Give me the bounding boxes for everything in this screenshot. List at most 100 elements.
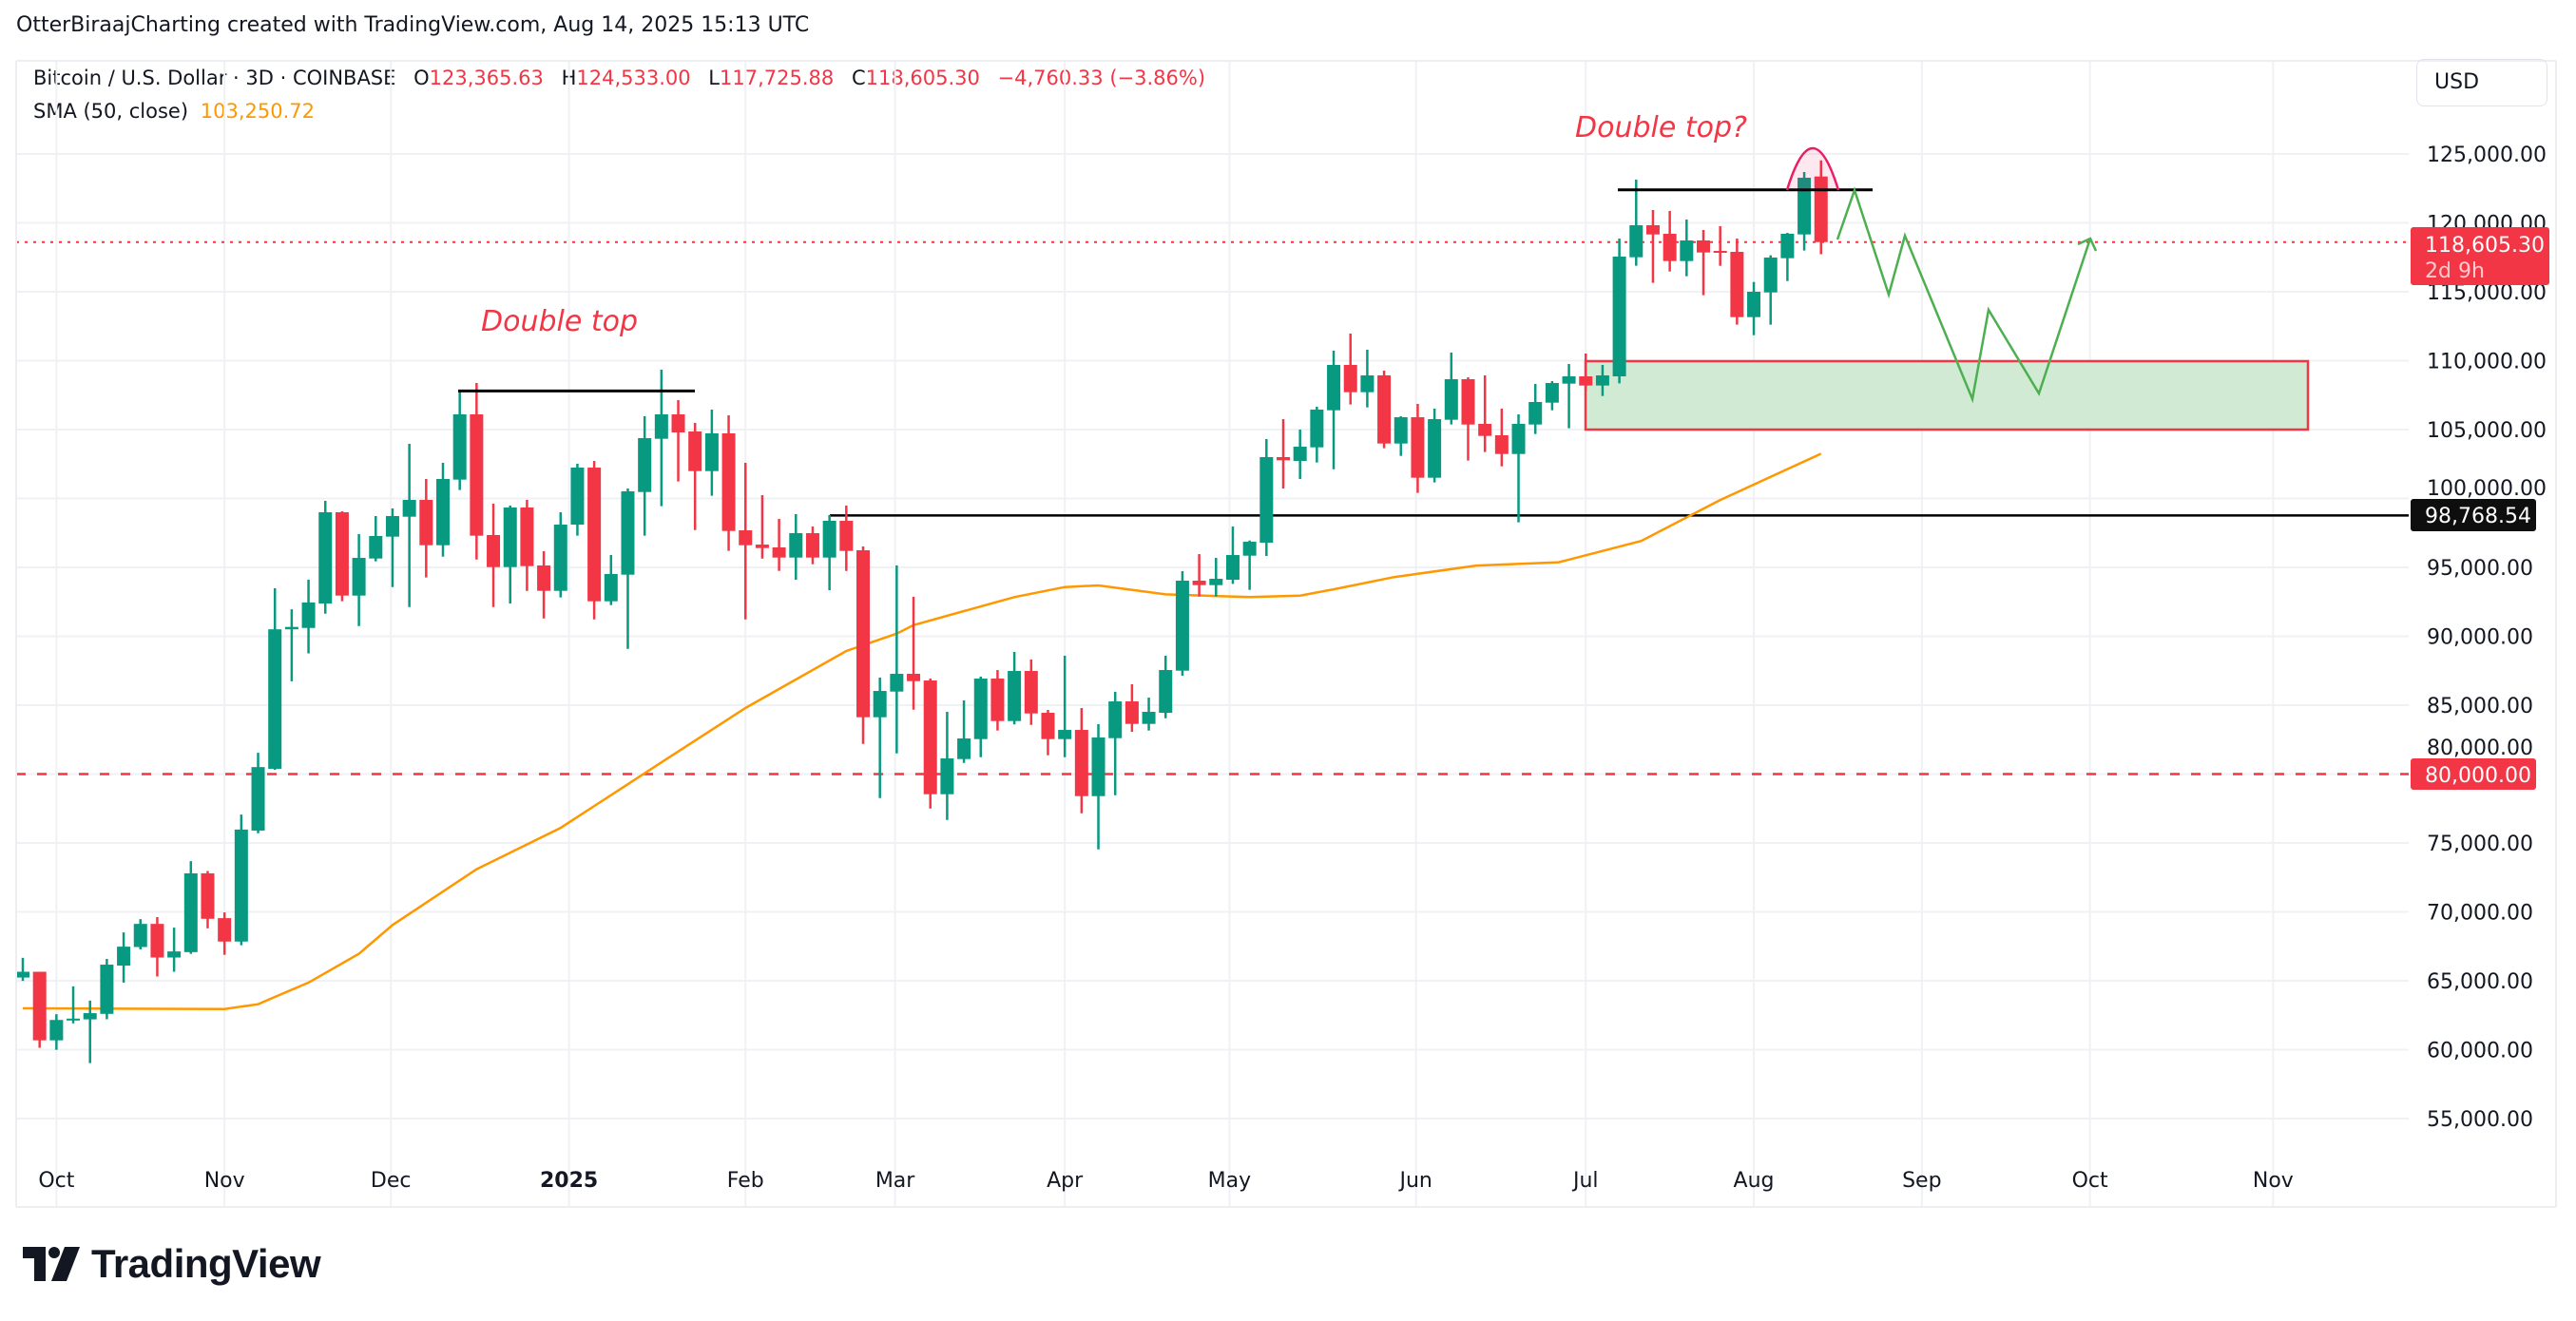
candle-down[interactable] xyxy=(856,546,870,744)
candle-down[interactable] xyxy=(721,415,736,551)
candle-up[interactable] xyxy=(1175,571,1189,677)
candle-up[interactable] xyxy=(1595,365,1609,396)
candle-up[interactable] xyxy=(1293,430,1307,480)
candle-up[interactable] xyxy=(1259,439,1274,557)
candle-up[interactable] xyxy=(503,506,517,604)
price-axis[interactable]: 55,000.00 60,000.00 65,000.00 70,000.00 75,0… xyxy=(2427,144,2547,1132)
candle-down[interactable] xyxy=(688,423,702,530)
candle-up[interactable] xyxy=(402,444,416,607)
candle-up[interactable] xyxy=(789,514,803,581)
demand-zone[interactable] xyxy=(1584,359,2310,431)
candle-up[interactable] xyxy=(1242,540,1257,590)
candle-up[interactable] xyxy=(1444,353,1458,425)
candle-up[interactable] xyxy=(1428,409,1442,483)
candle-up[interactable] xyxy=(1360,350,1375,408)
candle-up[interactable] xyxy=(1780,233,1795,281)
candle-up[interactable] xyxy=(1394,416,1408,456)
candle-down[interactable] xyxy=(470,383,484,560)
candle-down[interactable] xyxy=(1579,354,1593,392)
candle-down[interactable] xyxy=(1041,710,1055,756)
candle-up[interactable] xyxy=(890,565,904,754)
candle-down[interactable] xyxy=(1478,375,1492,452)
candle-up[interactable] xyxy=(352,534,366,626)
candle-down[interactable] xyxy=(671,400,685,482)
candle-up[interactable] xyxy=(100,958,114,1020)
candle-up[interactable] xyxy=(1511,414,1526,523)
candle-up[interactable] xyxy=(1327,351,1341,469)
candle-up[interactable] xyxy=(1058,656,1072,757)
candle-up[interactable] xyxy=(67,986,81,1024)
candle-up[interactable] xyxy=(1562,364,1576,429)
candle-up[interactable] xyxy=(1629,180,1644,266)
candle-down[interactable] xyxy=(923,679,937,809)
candle-down[interactable] xyxy=(487,504,501,607)
candle-up[interactable] xyxy=(1310,407,1324,463)
candle-up[interactable] xyxy=(183,861,198,954)
top-arc[interactable] xyxy=(1785,146,1840,191)
candle-up[interactable] xyxy=(1108,692,1123,795)
candle-up[interactable] xyxy=(1545,381,1559,411)
candle-up[interactable] xyxy=(234,814,248,946)
candle-up[interactable] xyxy=(1091,724,1105,850)
candle-down[interactable] xyxy=(805,526,819,565)
candle-up[interactable] xyxy=(452,391,467,490)
candle-up[interactable] xyxy=(436,463,450,557)
candle-down[interactable] xyxy=(990,670,1005,731)
candle-up[interactable] xyxy=(822,515,836,591)
candle-down[interactable] xyxy=(1024,660,1038,725)
candle-up[interactable] xyxy=(553,512,567,598)
candle-down[interactable] xyxy=(1697,230,1710,296)
candle-up[interactable] xyxy=(1225,526,1240,584)
candle-down[interactable] xyxy=(587,461,602,620)
candle-up[interactable] xyxy=(604,555,618,605)
time-axis[interactable]: Oct Nov Dec 2025 Feb Mar Apr May Jun Jul Aug Sep Oct… xyxy=(38,1169,2293,1193)
candle-down[interactable] xyxy=(1377,371,1392,449)
candle-down[interactable] xyxy=(772,519,786,571)
candle-down[interactable] xyxy=(32,971,47,1048)
double-top-question-label[interactable]: Double top? xyxy=(1575,111,1747,144)
candle-up[interactable] xyxy=(873,678,887,798)
candle-up[interactable] xyxy=(318,501,333,614)
candle-up[interactable] xyxy=(1142,698,1156,731)
candle-up[interactable] xyxy=(369,516,383,562)
candle-up[interactable] xyxy=(1763,255,1778,325)
candle-up[interactable] xyxy=(704,410,719,496)
candle-down[interactable] xyxy=(218,912,232,955)
candle-down[interactable] xyxy=(1411,404,1425,493)
candle-up[interactable] xyxy=(957,700,971,763)
candle-down[interactable] xyxy=(839,506,854,571)
candle-down[interactable] xyxy=(1494,409,1509,467)
candle-up[interactable] xyxy=(167,928,182,972)
candle-up[interactable] xyxy=(570,464,585,536)
candle-up[interactable] xyxy=(1008,652,1022,725)
candle-down[interactable] xyxy=(1814,160,1828,255)
candle-down[interactable] xyxy=(1343,334,1357,405)
candle-down[interactable] xyxy=(201,871,215,929)
candle-up[interactable] xyxy=(1612,239,1626,384)
candle-up[interactable] xyxy=(1797,172,1812,251)
candle-down[interactable] xyxy=(335,511,349,602)
candle-down[interactable] xyxy=(1074,708,1088,814)
candle-down[interactable] xyxy=(537,551,551,619)
candle-up[interactable] xyxy=(16,957,29,982)
candle-up[interactable] xyxy=(1159,656,1173,718)
candle-up[interactable] xyxy=(1528,384,1543,434)
candle-up[interactable] xyxy=(117,932,131,983)
candle-down[interactable] xyxy=(1192,554,1206,597)
candle-down[interactable] xyxy=(1277,419,1290,489)
projection-path[interactable] xyxy=(1836,186,2092,404)
candle-down[interactable] xyxy=(419,479,433,578)
candle-up[interactable] xyxy=(1209,558,1223,597)
candle-down[interactable] xyxy=(907,597,921,710)
candle-down[interactable] xyxy=(1461,377,1475,461)
candle-up[interactable] xyxy=(133,919,147,949)
candle-up[interactable] xyxy=(83,1000,97,1063)
double-top-label[interactable]: Double top xyxy=(481,305,638,338)
indicator-name[interactable]: SMA (50, close) xyxy=(33,100,189,123)
candle-up[interactable] xyxy=(385,508,399,587)
candle-up[interactable] xyxy=(1680,220,1694,277)
candle-down[interactable] xyxy=(150,917,164,977)
candle-up[interactable] xyxy=(301,580,316,654)
symbol-name[interactable]: Bitcoin / U.S. Dollar · 3D · COINBASE xyxy=(33,67,396,89)
